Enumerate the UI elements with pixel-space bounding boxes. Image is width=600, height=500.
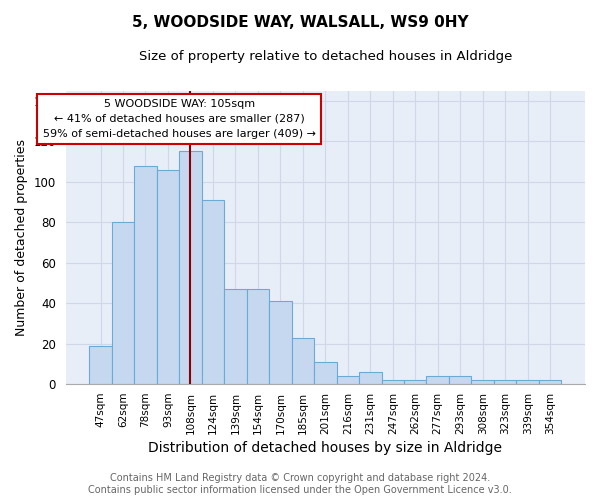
Bar — [89, 346, 112, 385]
Bar — [337, 376, 359, 384]
Title: Size of property relative to detached houses in Aldridge: Size of property relative to detached ho… — [139, 50, 512, 63]
Bar — [202, 200, 224, 384]
Bar — [404, 380, 427, 384]
Bar — [449, 376, 472, 384]
Bar — [179, 152, 202, 384]
Bar — [269, 301, 292, 384]
Bar — [112, 222, 134, 384]
Bar — [157, 170, 179, 384]
Bar — [292, 338, 314, 384]
Bar — [494, 380, 517, 384]
Bar — [427, 376, 449, 384]
Bar — [539, 380, 562, 384]
Bar — [472, 380, 494, 384]
Y-axis label: Number of detached properties: Number of detached properties — [15, 139, 28, 336]
Bar — [517, 380, 539, 384]
Bar — [224, 289, 247, 384]
Text: 5, WOODSIDE WAY, WALSALL, WS9 0HY: 5, WOODSIDE WAY, WALSALL, WS9 0HY — [131, 15, 469, 30]
Bar — [382, 380, 404, 384]
Bar — [247, 289, 269, 384]
Text: 5 WOODSIDE WAY: 105sqm
← 41% of detached houses are smaller (287)
59% of semi-de: 5 WOODSIDE WAY: 105sqm ← 41% of detached… — [43, 99, 316, 138]
X-axis label: Distribution of detached houses by size in Aldridge: Distribution of detached houses by size … — [148, 441, 502, 455]
Text: Contains HM Land Registry data © Crown copyright and database right 2024.
Contai: Contains HM Land Registry data © Crown c… — [88, 474, 512, 495]
Bar — [314, 362, 337, 384]
Bar — [359, 372, 382, 384]
Bar — [134, 166, 157, 384]
